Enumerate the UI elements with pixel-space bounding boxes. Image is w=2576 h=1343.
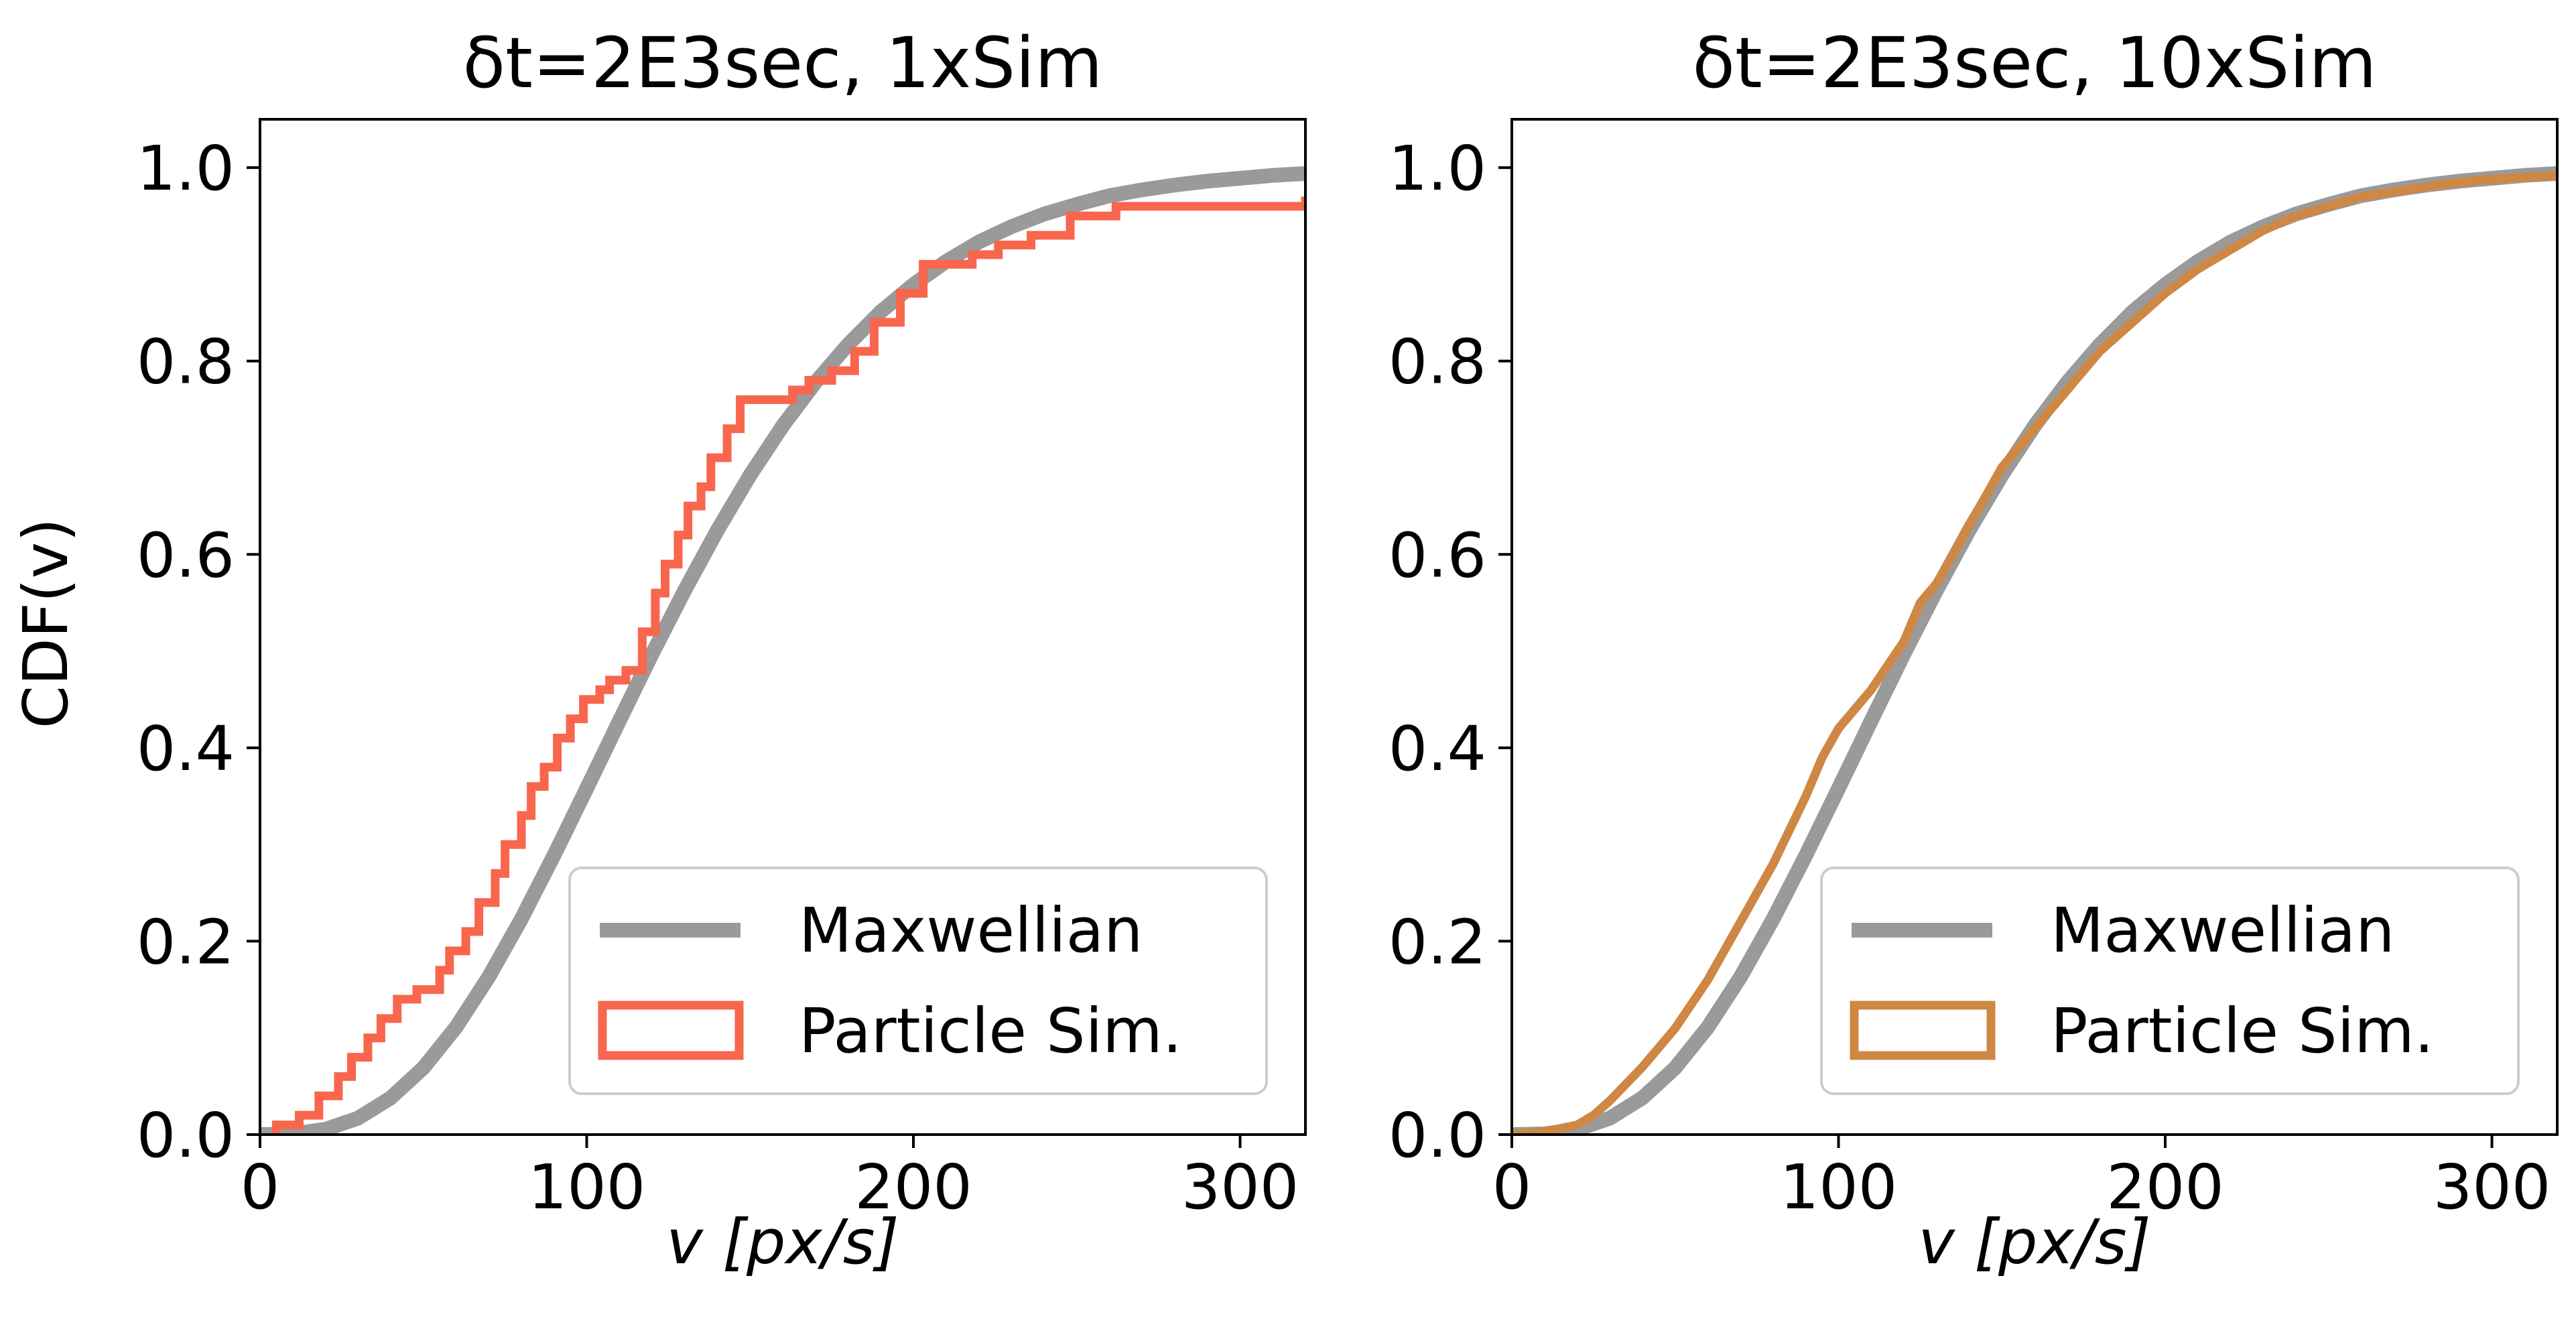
panel-1-xtick-label: 100 bbox=[528, 1151, 646, 1223]
panel-2-legend-sim-label: Particle Sim. bbox=[2051, 995, 2434, 1067]
panel-2-ytick-label: 0.0 bbox=[1389, 1100, 1486, 1171]
panel-1-legend-maxwellian-label: Maxwellian bbox=[799, 895, 1143, 966]
panel-1-xtick-label: 0 bbox=[241, 1151, 280, 1223]
panel-1-title: δt=2E3sec, 1xSim bbox=[463, 22, 1103, 104]
panel-2-series-particle-sim bbox=[1512, 171, 2557, 1135]
panel-1-plot: 0 100 200 300 0.0 0.2 0.4 0.6 0.8 1.0 bbox=[137, 118, 1307, 1223]
panel-1-legend: Maxwellian Particle Sim. bbox=[568, 867, 1268, 1095]
panel-2-xtick-label: 300 bbox=[2433, 1151, 2551, 1223]
panel-2-xtick-label: 0 bbox=[1492, 1151, 1532, 1223]
panel-2-xlabel: v [px/s] bbox=[1918, 1206, 2150, 1278]
panel-2-ytick-label: 0.4 bbox=[1389, 713, 1486, 785]
panel-1-xtick-label: 300 bbox=[1181, 1151, 1299, 1223]
panel-2-title: δt=2E3sec, 10xSim bbox=[1692, 22, 2376, 104]
panel-1-ylabel: CDF(v) bbox=[10, 518, 82, 728]
panel-2-ytick-label: 0.6 bbox=[1389, 519, 1486, 591]
panel-2-xtick-label: 100 bbox=[1780, 1151, 1898, 1223]
panel-1-xtick-label: 200 bbox=[854, 1151, 972, 1223]
panel-1-ytick-label: 0.0 bbox=[137, 1100, 235, 1171]
panel-1-frame bbox=[259, 118, 1307, 1136]
panel-2-legend: Maxwellian Particle Sim. bbox=[1820, 867, 2520, 1095]
panel-1-ytick-label: 0.4 bbox=[137, 713, 235, 785]
panel-1-xlabel: v [px/s] bbox=[666, 1206, 899, 1278]
panel-2-legend-maxwellian-label: Maxwellian bbox=[2051, 895, 2394, 966]
panel-1-series-maxwellian bbox=[260, 166, 1305, 1135]
panel-1-series-particle-sim bbox=[271, 196, 1305, 1135]
panel-2: δt=2E3sec, 10xSim 0 100 200 300 0.0 0.2 0.4 0.6… bbox=[1389, 22, 2559, 1278]
panel-2-ytick-label: 0.2 bbox=[1389, 906, 1486, 978]
panel-1-legend-sim-swatch bbox=[598, 1001, 744, 1060]
panel-1-ytick-label: 0.8 bbox=[137, 326, 235, 398]
panel-2-xtick-label: 200 bbox=[2106, 1151, 2224, 1223]
panel-2-ytick-label: 1.0 bbox=[1389, 133, 1486, 204]
panel-1-ytick-label: 0.6 bbox=[137, 519, 235, 591]
panel-1-legend-sim-label: Particle Sim. bbox=[799, 995, 1182, 1067]
panel-1-legend-box bbox=[568, 867, 1268, 1095]
panel-1-ytick-label: 0.2 bbox=[137, 906, 235, 978]
panel-2-series bbox=[1512, 166, 2557, 1135]
panel-2-legend-sim-swatch bbox=[1850, 1001, 1996, 1060]
panel-2-plot: 0 100 200 300 0.0 0.2 0.4 0.6 0.8 1.0 bbox=[1389, 118, 2559, 1223]
panel-1-series bbox=[260, 166, 1305, 1135]
panel-1: δt=2E3sec, 1xSim 0 100 200 3000.00.20.40.60… bbox=[10, 22, 1307, 1278]
panel-2-ytick-label: 0.8 bbox=[1389, 326, 1486, 398]
panel-1-ytick-label: 1.0 bbox=[137, 133, 235, 204]
panel-2-legend-box bbox=[1820, 867, 2520, 1095]
panel-2-frame bbox=[1510, 118, 2559, 1136]
